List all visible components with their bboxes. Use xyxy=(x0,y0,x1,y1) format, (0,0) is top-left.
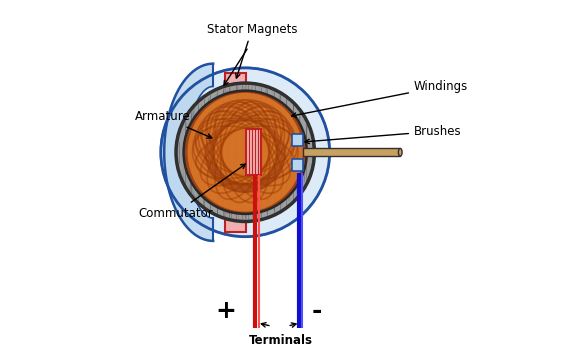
Text: Windings: Windings xyxy=(292,80,468,117)
Polygon shape xyxy=(164,64,213,241)
Ellipse shape xyxy=(161,68,329,237)
Text: Armature: Armature xyxy=(135,110,212,138)
Ellipse shape xyxy=(398,148,402,156)
Ellipse shape xyxy=(176,83,314,222)
Bar xyxy=(292,159,303,171)
Ellipse shape xyxy=(186,91,304,213)
Bar xyxy=(292,134,303,146)
Bar xyxy=(246,129,261,175)
Text: Commutator: Commutator xyxy=(139,164,245,219)
Text: Stator Magnets: Stator Magnets xyxy=(206,23,297,78)
Bar xyxy=(303,148,400,156)
Text: +: + xyxy=(215,299,236,323)
Text: Brushes: Brushes xyxy=(305,125,462,144)
Bar xyxy=(224,213,246,232)
Ellipse shape xyxy=(162,69,329,236)
Text: Terminals: Terminals xyxy=(248,334,313,347)
Bar xyxy=(224,73,246,91)
Text: -: - xyxy=(312,299,322,323)
